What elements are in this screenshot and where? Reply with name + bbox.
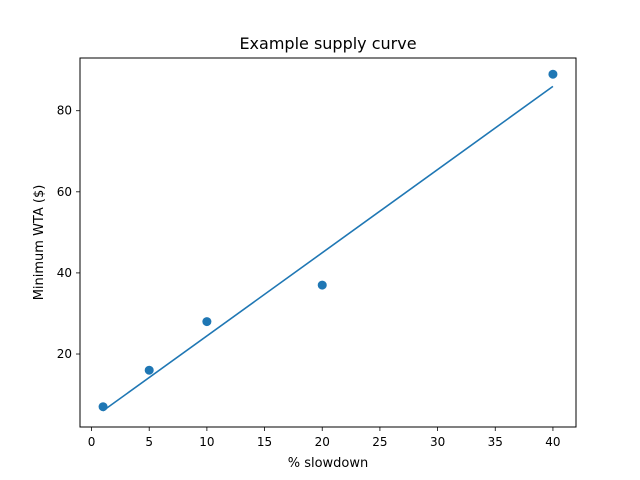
y-axis-label: Minimum WTA ($) [32,185,47,301]
x-tick-label: 30 [430,435,445,449]
x-tick-label: 0 [88,435,96,449]
y-tick-label: 60 [57,185,72,199]
data-point [548,69,558,79]
data-point [202,317,212,327]
axes-frame [79,57,577,428]
data-point [144,365,154,375]
data-point [98,402,108,412]
y-tick-label: 40 [57,266,72,280]
y-tick-label: 20 [57,347,72,361]
y-axis: 20 40 60 80 [57,104,80,361]
plot-area [98,69,558,412]
data-point [317,280,327,290]
x-tick-label: 15 [257,435,272,449]
x-tick-label: 25 [372,435,387,449]
fit-line [102,85,554,412]
chart-title: Example supply curve [239,34,416,53]
x-tick-label: 35 [488,435,503,449]
x-tick-label: 10 [199,435,214,449]
x-tick-label: 20 [315,435,330,449]
x-tick-label: 5 [145,435,153,449]
x-axis: 0 5 10 15 20 25 30 35 40 [88,427,561,449]
x-axis-label: % slowdown [288,456,369,471]
x-tick-label: 40 [545,435,560,449]
y-tick-label: 80 [57,104,72,118]
